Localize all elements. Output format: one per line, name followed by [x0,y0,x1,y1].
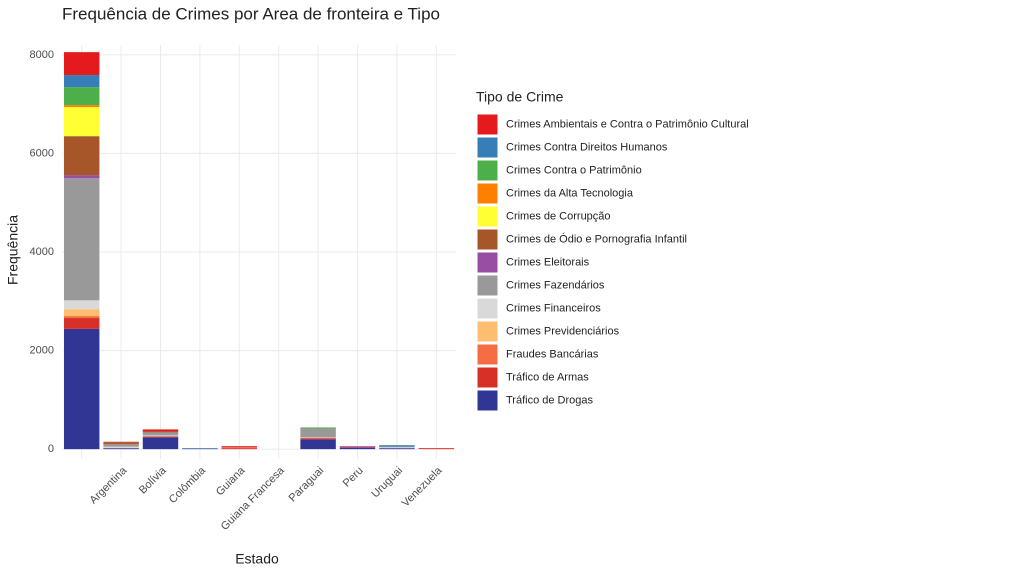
bar-segment [63,87,100,106]
bar-segment [379,448,415,450]
y-tick-label: 8000 [30,49,54,61]
bar-segment [142,436,179,438]
y-tick-label: 6000 [30,147,54,159]
bar-segment [63,178,100,301]
bar-segment [379,447,415,449]
bar-segment [142,437,179,450]
bar-segment [142,429,179,432]
legend-label: Crimes de Corrupção [506,210,611,222]
legend-key [476,389,499,412]
x-tick-label: Paraguai [287,465,327,505]
bar-segment [142,435,179,437]
bar-segment [142,432,179,436]
x-tick-label: Uruguai [369,465,405,501]
bar-segment [221,446,258,448]
bar-segment [339,446,376,448]
legend-label: Crimes Contra Direitos Humanos [506,141,668,153]
legend-key [476,366,499,389]
bar-segment [63,136,100,176]
x-axis-title: Estado [235,551,279,567]
legend-key [476,113,499,136]
bar-segment [63,75,100,88]
bar-segment [63,175,100,179]
bar-segment [63,107,100,137]
legend-label: Crimes Ambientais e Contra o Patrimônio … [506,118,749,130]
legend-key [476,251,499,274]
bar-segment [63,316,100,319]
x-tick-label: Venezuela [400,464,445,509]
legend-label: Crimes Previdenciários [506,325,620,337]
bar-segment [379,445,415,447]
bar-segment [300,439,336,450]
legend-key [476,297,499,320]
legend-key [476,136,499,159]
legend-key [476,205,499,228]
legend-key [476,159,499,182]
y-tick-label: 0 [48,443,54,455]
bar-segment [63,318,100,329]
bar-segment [103,444,139,447]
y-tick-label: 4000 [30,246,54,258]
legend-label: Tráfico de Armas [506,371,589,383]
bar-segment [221,447,258,449]
bar-segment [103,446,139,449]
bar-segment [418,448,455,450]
bar-segment [63,300,100,310]
legend-label: Fraudes Bancárias [506,348,599,360]
bar-segment [63,309,100,317]
chart-title: Frequência de Crimes por Area de frontei… [62,4,440,23]
y-axis-title: Frequência [5,215,21,285]
legend-label: Crimes Eleitorais [506,256,590,268]
bar-segment [63,328,100,450]
x-tick-label: Peru [341,465,366,490]
legend-key [476,274,499,297]
bar-segment [103,448,139,450]
x-tick-label: Bolívia [137,464,169,496]
bar-segment [300,438,336,440]
legend-label: Crimes de Ódio e Pornografia Infantil [506,232,687,245]
legend-key [476,343,499,366]
bar-segment [63,52,100,76]
legend-key [476,228,499,251]
x-tick-label: Argentina [87,464,129,506]
bar-segment [142,431,179,433]
bar-segment [339,447,376,450]
y-tick-label: 2000 [30,344,54,356]
x-tick-label: Colômbia [167,464,209,506]
legend-label: Crimes da Alta Tecnologia [506,187,634,199]
legend-label: Crimes Financeiros [506,302,601,314]
legend-label: Tráfico de Drogas [506,394,594,406]
bar-segment [300,427,336,429]
bar-segment [221,448,258,450]
bar-segment [63,105,100,108]
legend-label: Crimes Contra o Patrimônio [506,164,642,176]
x-tick-label: Guiana [214,464,248,498]
legend-key [476,320,499,343]
legend-label: Crimes Fazendários [506,279,605,291]
legend-title: Tipo de Crime [476,89,564,105]
bar-segment [300,428,336,438]
bar-segment [103,442,139,445]
legend-key [476,182,499,205]
